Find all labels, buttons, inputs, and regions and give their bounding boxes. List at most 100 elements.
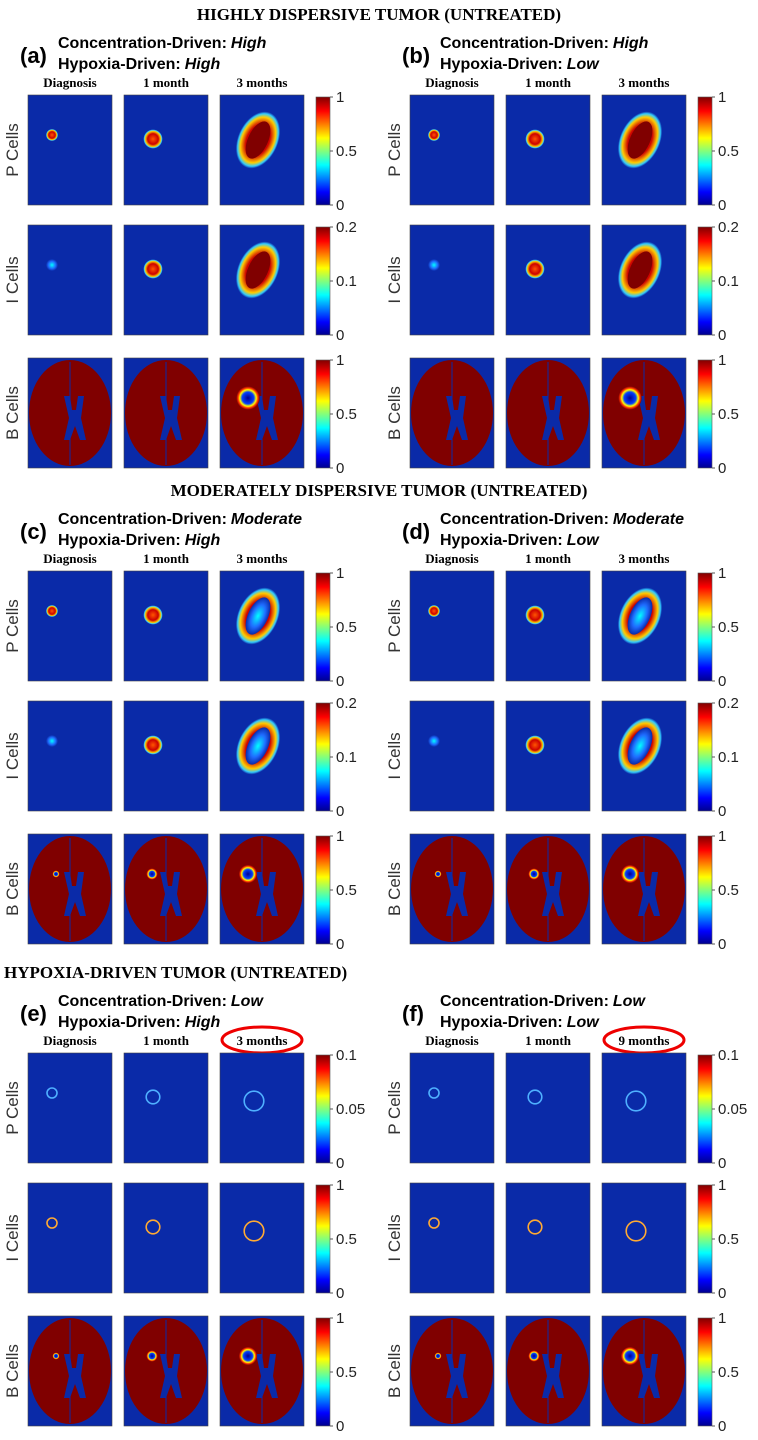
tumor-ring: [527, 1219, 543, 1235]
colorbar-tick-label: 0.5: [336, 882, 357, 899]
panel-label: (b): [402, 43, 430, 68]
tumor: [525, 129, 545, 149]
colorbar: [697, 359, 713, 469]
tumor: [46, 129, 58, 141]
colorbar-tick-label: 0.5: [718, 882, 739, 899]
heatmap-bg: [409, 224, 495, 336]
column-header: Diagnosis: [425, 75, 478, 90]
tumor: [146, 868, 158, 880]
colorbar-tick-label: 0.1: [336, 749, 357, 766]
colorbar-tick-label: 1: [718, 828, 726, 845]
tumor: [428, 259, 440, 271]
colorbar-tick-label: 0.1: [336, 273, 357, 290]
tumor: [143, 129, 163, 149]
colorbar-tick-label: 0.5: [718, 143, 739, 160]
row-label: P Cells: [385, 1081, 404, 1135]
column-header: 3 months: [237, 75, 288, 90]
heatmap-bg: [409, 1052, 495, 1164]
colorbar-tick-label: 1: [336, 352, 344, 369]
colorbar: [315, 702, 331, 812]
heatmap-bg: [123, 700, 209, 812]
row-label: I Cells: [3, 256, 22, 303]
hypoxia-line: Hypoxia-Driven: High: [58, 532, 220, 549]
concentration-line: Concentration-Driven: Moderate: [440, 511, 684, 528]
concentration-value: High: [613, 35, 649, 52]
colorbar: [697, 1317, 713, 1427]
panel: (c) Concentration-Driven: Moderate Hypoxia-…: [3, 511, 357, 953]
colorbar-tick-label: 1: [718, 1177, 726, 1194]
hypoxia-line: Hypoxia-Driven: Low: [440, 56, 600, 73]
colorbar-tick-label: 0.1: [718, 1047, 739, 1064]
column-header: Diagnosis: [43, 75, 96, 90]
colorbar-tick-label: 0.05: [336, 1101, 365, 1118]
concentration-value: Moderate: [613, 511, 684, 528]
colorbar-tick-label: 0: [336, 1155, 344, 1172]
colorbar-tick-label: 1: [718, 352, 726, 369]
column-header: 1 month: [525, 551, 572, 566]
concentration-line: Concentration-Driven: High: [440, 35, 649, 52]
heatmap-bg: [27, 94, 113, 206]
colorbar-tick-label: 0.2: [718, 219, 739, 236]
colorbar-tick-label: 1: [718, 89, 726, 106]
column-header: Diagnosis: [43, 551, 96, 566]
hypoxia-label: Hypoxia-Driven:: [440, 1014, 563, 1031]
colorbar-tick-label: 0: [718, 1285, 726, 1302]
colorbar-tick-label: 0.2: [336, 695, 357, 712]
row-label: P Cells: [3, 599, 22, 653]
hypoxia-label: Hypoxia-Driven:: [58, 56, 181, 73]
tumor: [620, 1346, 640, 1366]
tumor-ring: [46, 1087, 58, 1099]
heatmap-bg: [27, 1052, 113, 1164]
tumor: [46, 259, 58, 271]
concentration-label: Concentration-Driven:: [440, 993, 609, 1010]
tumor: [146, 1350, 158, 1362]
colorbar-tick-label: 1: [336, 1177, 344, 1194]
colorbar-tick-label: 0: [336, 1418, 344, 1435]
panel: (d) Concentration-Driven: Moderate Hypoxia-…: [385, 511, 739, 953]
colorbar: [315, 1054, 331, 1164]
tumor: [52, 870, 60, 878]
heatmap-bg: [505, 224, 591, 336]
colorbar: [315, 359, 331, 469]
hypoxia-value: High: [185, 532, 221, 549]
column-header: Diagnosis: [425, 551, 478, 566]
colorbar-tick-label: 0: [718, 936, 726, 953]
tumor-core: [627, 121, 653, 159]
colorbar: [697, 1054, 713, 1164]
panel: (f) Concentration-Driven: LowHypoxia-Drive…: [385, 993, 747, 1435]
row-label: B Cells: [385, 1344, 404, 1398]
tumor: [46, 735, 58, 747]
column-header: 1 month: [525, 1033, 572, 1048]
column-header: 1 month: [525, 75, 572, 90]
panel-label: (a): [20, 43, 47, 68]
heatmap-bg: [409, 570, 495, 682]
heatmap-bg: [123, 94, 209, 206]
heatmap-bg: [409, 94, 495, 206]
colorbar-tick-label: 0: [336, 1285, 344, 1302]
tumor-core: [627, 597, 653, 635]
colorbar-tick-label: 0.5: [336, 1231, 357, 1248]
colorbar-tick-label: 1: [336, 89, 344, 106]
colorbar-tick-label: 1: [336, 1310, 344, 1327]
concentration-label: Concentration-Driven:: [58, 993, 227, 1010]
tumor: [434, 870, 442, 878]
colorbar-tick-label: 0.5: [336, 143, 357, 160]
row-label: P Cells: [3, 123, 22, 177]
tumor: [525, 735, 545, 755]
heatmap-bg: [123, 1052, 209, 1164]
colorbar-tick-label: 0.2: [336, 219, 357, 236]
heatmap-bg: [123, 570, 209, 682]
heatmap-bg: [27, 224, 113, 336]
colorbar-tick-label: 0: [718, 460, 726, 477]
panel: (b) Concentration-Driven: High Hypoxia-Driv…: [385, 35, 739, 477]
colorbar: [315, 96, 331, 206]
hypoxia-label: Hypoxia-Driven:: [58, 1014, 181, 1031]
colorbar-tick-label: 0.5: [718, 1364, 739, 1381]
panel-label: (e): [20, 1001, 47, 1026]
row-label: B Cells: [3, 862, 22, 916]
tumor-ring: [625, 1090, 647, 1112]
colorbar: [697, 226, 713, 336]
tumor: [52, 1352, 60, 1360]
colorbar-tick-label: 1: [336, 828, 344, 845]
colorbar-tick-label: 1: [718, 1310, 726, 1327]
